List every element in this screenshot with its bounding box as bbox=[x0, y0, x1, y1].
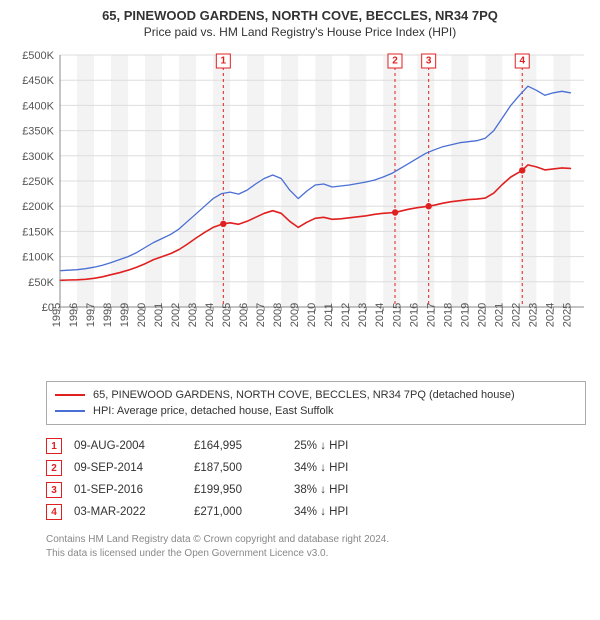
svg-text:2013: 2013 bbox=[357, 303, 369, 327]
legend: 65, PINEWOOD GARDENS, NORTH COVE, BECCLE… bbox=[46, 381, 586, 425]
svg-text:2022: 2022 bbox=[510, 303, 522, 327]
event-marker-icon: 2 bbox=[46, 460, 62, 476]
svg-text:3: 3 bbox=[426, 56, 432, 67]
chart-area: £0£50K£100K£150K£200K£250K£300K£350K£400… bbox=[10, 47, 590, 367]
svg-text:2024: 2024 bbox=[544, 303, 556, 327]
svg-text:2015: 2015 bbox=[391, 303, 403, 327]
event-marker-icon: 1 bbox=[46, 438, 62, 454]
svg-text:2009: 2009 bbox=[289, 303, 301, 327]
svg-text:2014: 2014 bbox=[374, 303, 386, 327]
price-chart: £0£50K£100K£150K£200K£250K£300K£350K£400… bbox=[10, 47, 590, 367]
svg-text:2003: 2003 bbox=[187, 303, 199, 327]
event-price: £164,995 bbox=[194, 440, 294, 452]
event-table: 1 09-AUG-2004 £164,995 25% ↓ HPI 2 09-SE… bbox=[46, 435, 586, 523]
title-subtitle: Price paid vs. HM Land Registry's House … bbox=[10, 25, 590, 39]
svg-text:2017: 2017 bbox=[425, 303, 437, 327]
event-marker-icon: 4 bbox=[46, 504, 62, 520]
event-price: £187,500 bbox=[194, 462, 294, 474]
svg-text:£200K: £200K bbox=[22, 201, 54, 213]
svg-text:1995: 1995 bbox=[51, 303, 63, 327]
svg-text:£250K: £250K bbox=[22, 176, 54, 188]
event-row: 1 09-AUG-2004 £164,995 25% ↓ HPI bbox=[46, 435, 586, 457]
footer-line: This data is licensed under the Open Gov… bbox=[46, 547, 586, 561]
event-row: 2 09-SEP-2014 £187,500 34% ↓ HPI bbox=[46, 457, 586, 479]
svg-text:£300K: £300K bbox=[22, 151, 54, 163]
svg-text:2004: 2004 bbox=[204, 303, 216, 327]
event-price: £199,950 bbox=[194, 484, 294, 496]
event-delta: 34% ↓ HPI bbox=[294, 506, 414, 518]
svg-text:2001: 2001 bbox=[153, 303, 165, 327]
event-date: 09-AUG-2004 bbox=[74, 440, 194, 452]
legend-swatch bbox=[55, 394, 85, 396]
event-delta: 34% ↓ HPI bbox=[294, 462, 414, 474]
event-delta: 25% ↓ HPI bbox=[294, 440, 414, 452]
event-date: 03-MAR-2022 bbox=[74, 506, 194, 518]
svg-text:2007: 2007 bbox=[255, 303, 267, 327]
svg-text:2011: 2011 bbox=[323, 303, 335, 327]
svg-text:2012: 2012 bbox=[340, 303, 352, 327]
chart-titles: 65, PINEWOOD GARDENS, NORTH COVE, BECCLE… bbox=[10, 8, 590, 39]
svg-text:4: 4 bbox=[519, 56, 525, 67]
legend-swatch bbox=[55, 410, 85, 412]
legend-item: HPI: Average price, detached house, East… bbox=[55, 403, 577, 419]
legend-label: HPI: Average price, detached house, East… bbox=[93, 403, 334, 419]
svg-text:£500K: £500K bbox=[22, 50, 54, 62]
svg-text:2025: 2025 bbox=[561, 303, 573, 327]
event-date: 01-SEP-2016 bbox=[74, 484, 194, 496]
footer-attribution: Contains HM Land Registry data © Crown c… bbox=[46, 533, 586, 561]
event-delta: 38% ↓ HPI bbox=[294, 484, 414, 496]
svg-text:2008: 2008 bbox=[272, 303, 284, 327]
svg-text:2020: 2020 bbox=[476, 303, 488, 327]
svg-text:£450K: £450K bbox=[22, 75, 54, 87]
title-address: 65, PINEWOOD GARDENS, NORTH COVE, BECCLE… bbox=[10, 8, 590, 23]
svg-text:2005: 2005 bbox=[221, 303, 233, 327]
legend-item: 65, PINEWOOD GARDENS, NORTH COVE, BECCLE… bbox=[55, 387, 577, 403]
svg-text:1999: 1999 bbox=[119, 303, 131, 327]
svg-text:1997: 1997 bbox=[85, 303, 97, 327]
event-date: 09-SEP-2014 bbox=[74, 462, 194, 474]
svg-text:1998: 1998 bbox=[102, 303, 114, 327]
svg-text:2002: 2002 bbox=[170, 303, 182, 327]
svg-text:2019: 2019 bbox=[459, 303, 471, 327]
svg-text:2021: 2021 bbox=[493, 303, 505, 327]
svg-text:2018: 2018 bbox=[442, 303, 454, 327]
event-marker-icon: 3 bbox=[46, 482, 62, 498]
svg-text:2010: 2010 bbox=[306, 303, 318, 327]
svg-text:2016: 2016 bbox=[408, 303, 420, 327]
svg-text:1996: 1996 bbox=[68, 303, 80, 327]
svg-text:£150K: £150K bbox=[22, 226, 54, 238]
svg-text:£400K: £400K bbox=[22, 100, 54, 112]
legend-label: 65, PINEWOOD GARDENS, NORTH COVE, BECCLE… bbox=[93, 387, 515, 403]
svg-text:£100K: £100K bbox=[22, 252, 54, 264]
event-price: £271,000 bbox=[194, 506, 294, 518]
event-row: 4 03-MAR-2022 £271,000 34% ↓ HPI bbox=[46, 501, 586, 523]
event-row: 3 01-SEP-2016 £199,950 38% ↓ HPI bbox=[46, 479, 586, 501]
svg-text:2023: 2023 bbox=[527, 303, 539, 327]
svg-text:1: 1 bbox=[221, 56, 227, 67]
svg-text:£50K: £50K bbox=[28, 277, 54, 289]
footer-line: Contains HM Land Registry data © Crown c… bbox=[46, 533, 586, 547]
svg-text:£350K: £350K bbox=[22, 126, 54, 138]
svg-text:2: 2 bbox=[392, 56, 398, 67]
svg-text:2000: 2000 bbox=[136, 303, 148, 327]
svg-text:2006: 2006 bbox=[238, 303, 250, 327]
